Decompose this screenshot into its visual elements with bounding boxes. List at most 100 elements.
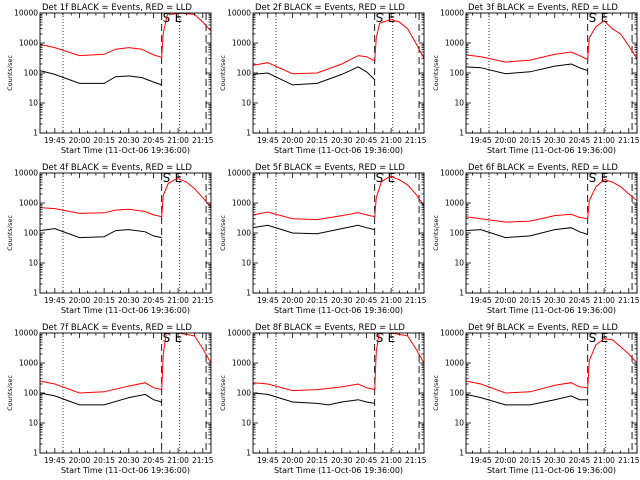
- lld-series-line: [40, 178, 211, 218]
- panel-title: Det 5f BLACK = Events, RED = LLD: [255, 163, 405, 173]
- x-tick-label: 20:30: [331, 136, 353, 145]
- x-tick-label: 21:00: [593, 296, 615, 305]
- x-tick-label: 21:15: [192, 456, 214, 465]
- y-axis-label: Counts/sec: [6, 215, 14, 251]
- x-tick-label: 20:00: [495, 456, 517, 465]
- x-tick-label: 20:45: [569, 136, 591, 145]
- y-tick-label: 1: [246, 449, 251, 458]
- y-tick-label: 100: [24, 69, 39, 78]
- x-tick-label: 20:00: [282, 456, 304, 465]
- x-tick-label: 19:45: [257, 456, 279, 465]
- y-tick-label: 10: [241, 99, 251, 108]
- x-tick-label: 20:15: [306, 136, 328, 145]
- y-tick-label: 10000: [227, 169, 251, 178]
- y-tick-label: 10: [454, 99, 464, 108]
- y-tick-label: 100: [24, 229, 39, 238]
- x-tick-label: 20:00: [69, 296, 91, 305]
- y-axis-label: Counts/sec: [432, 215, 440, 251]
- y-tick-label: 1: [33, 129, 38, 138]
- x-tick-label: 19:45: [44, 456, 66, 465]
- y-tick-label: 10000: [14, 169, 38, 178]
- x-tick-label: 20:30: [544, 456, 566, 465]
- x-tick-label: 21:00: [380, 456, 402, 465]
- y-tick-label: 1000: [232, 199, 251, 208]
- panel-title: Det 9f BLACK = Events, RED = LLD: [468, 323, 618, 333]
- y-tick-label: 10: [241, 259, 251, 268]
- x-tick-label: 20:15: [519, 456, 541, 465]
- x-tick-label: 21:15: [192, 136, 214, 145]
- x-tick-label: 19:45: [470, 456, 492, 465]
- x-tick-label: 21:00: [380, 136, 402, 145]
- lld-series-line: [466, 20, 637, 63]
- panel-det-8: Det 8f BLACK = Events, RED = LLDSE110100…: [219, 323, 427, 475]
- x-tick-label: 20:45: [569, 296, 591, 305]
- y-tick-label: 10000: [14, 329, 38, 338]
- x-axis-label: Start Time (11-Oct-06 19:36:00): [274, 146, 403, 155]
- x-tick-label: 20:45: [356, 296, 378, 305]
- panel-det-7: Det 7f BLACK = Events, RED = LLDSE110100…: [6, 323, 214, 475]
- marker-letter-s: S: [163, 171, 171, 185]
- lld-series-line: [466, 179, 637, 223]
- x-tick-label: 21:00: [593, 136, 615, 145]
- panel-title: Det 4f BLACK = Events, RED = LLD: [42, 163, 192, 173]
- x-axis-label: Start Time (11-Oct-06 19:36:00): [274, 466, 403, 475]
- y-tick-label: 1: [33, 449, 38, 458]
- y-axis-label: Counts/sec: [432, 55, 440, 91]
- x-tick-label: 19:45: [257, 136, 279, 145]
- marker-letter-s: S: [589, 11, 597, 25]
- x-tick-label: 21:15: [405, 456, 427, 465]
- y-tick-label: 100: [237, 389, 252, 398]
- x-tick-label: 21:00: [380, 296, 402, 305]
- x-tick-label: 21:15: [405, 136, 427, 145]
- panel-title: Det 7f BLACK = Events, RED = LLD: [42, 323, 192, 333]
- y-tick-label: 1000: [232, 39, 251, 48]
- y-tick-label: 10000: [440, 9, 464, 18]
- x-tick-label: 19:45: [44, 136, 66, 145]
- y-tick-label: 1: [33, 289, 38, 298]
- x-tick-label: 20:15: [93, 456, 115, 465]
- plot-frame: [39, 12, 212, 134]
- panel-det-5: Det 5f BLACK = Events, RED = LLDSE110100…: [219, 163, 427, 315]
- x-tick-label: 21:15: [618, 296, 640, 305]
- x-tick-label: 19:45: [257, 296, 279, 305]
- panel-title: Det 2f BLACK = Events, RED = LLD: [255, 3, 405, 13]
- y-tick-label: 100: [450, 229, 465, 238]
- y-tick-label: 100: [450, 69, 465, 78]
- x-axis-label: Start Time (11-Oct-06 19:36:00): [487, 146, 616, 155]
- x-tick-label: 20:15: [306, 296, 328, 305]
- events-series-line: [253, 224, 375, 235]
- lld-series-line: [466, 338, 637, 394]
- x-tick-label: 20:00: [282, 296, 304, 305]
- x-tick-label: 20:00: [282, 136, 304, 145]
- x-tick-label: 20:30: [118, 296, 140, 305]
- y-tick-label: 10: [241, 419, 251, 428]
- x-tick-label: 21:15: [192, 296, 214, 305]
- x-tick-label: 20:00: [69, 456, 91, 465]
- x-tick-label: 21:15: [405, 296, 427, 305]
- x-tick-label: 20:00: [495, 296, 517, 305]
- x-axis-label: Start Time (11-Oct-06 19:36:00): [61, 306, 190, 315]
- events-series-line: [253, 66, 376, 86]
- x-tick-label: 20:15: [519, 296, 541, 305]
- y-axis-label: Counts/sec: [6, 375, 14, 411]
- y-tick-label: 1000: [19, 39, 38, 48]
- lld-series-line: [253, 176, 424, 221]
- y-axis-label: Counts/sec: [219, 215, 227, 251]
- panel-title: Det 6f BLACK = Events, RED = LLD: [468, 163, 618, 173]
- x-tick-label: 19:45: [470, 296, 492, 305]
- x-tick-label: 21:15: [618, 456, 640, 465]
- x-tick-label: 20:00: [495, 136, 517, 145]
- plot-frame: [252, 332, 425, 454]
- x-tick-label: 19:45: [470, 136, 492, 145]
- marker-letter-s: S: [376, 171, 384, 185]
- x-tick-label: 21:00: [167, 296, 189, 305]
- y-tick-label: 1000: [445, 39, 464, 48]
- y-tick-label: 100: [450, 389, 465, 398]
- x-tick-label: 20:45: [356, 456, 378, 465]
- x-tick-label: 20:00: [69, 136, 91, 145]
- y-tick-label: 1: [459, 289, 464, 298]
- y-tick-label: 1: [246, 129, 251, 138]
- marker-letter-s: S: [376, 331, 384, 345]
- y-axis-label: Counts/sec: [219, 55, 227, 91]
